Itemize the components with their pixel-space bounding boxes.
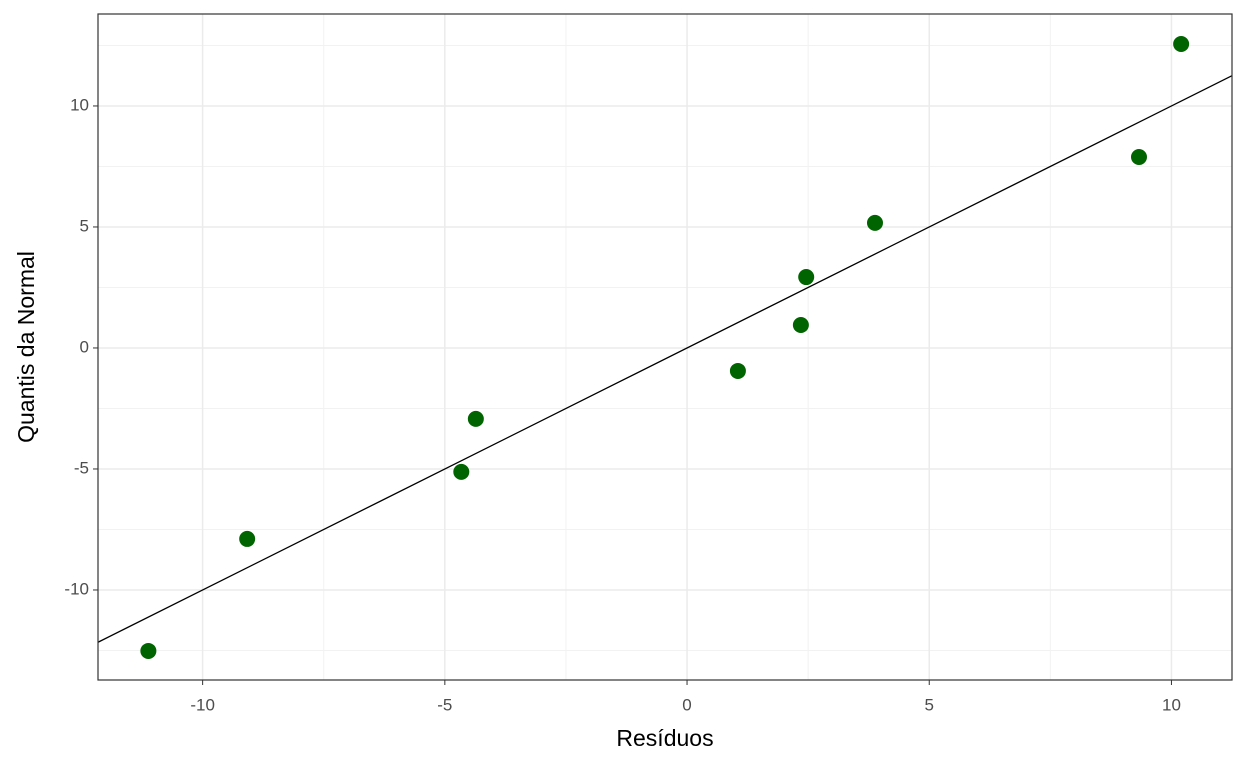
point: [866, 214, 883, 231]
point: [792, 316, 809, 333]
x-tick-label: 0: [682, 695, 691, 714]
reference-line: [97, 75, 1233, 643]
point: [140, 642, 157, 659]
point: [467, 410, 484, 427]
x-tick-label: 5: [925, 695, 934, 714]
y-tick-label: 10: [70, 95, 89, 114]
grid: [98, 14, 1232, 680]
x-tick-label: -5: [437, 695, 452, 714]
point: [1130, 149, 1147, 166]
point: [1173, 36, 1190, 53]
x-tick-label: 10: [1162, 695, 1181, 714]
x-axis-title: Resíduos: [616, 725, 713, 751]
y-tick-label: 0: [80, 337, 89, 356]
y-axis-title: Quantis da Normal: [13, 251, 39, 443]
y-tick-label: -10: [64, 579, 89, 598]
panel-border: [97, 13, 1233, 681]
marks: [97, 36, 1233, 659]
y-tick-label: 5: [80, 216, 89, 235]
point: [453, 463, 470, 480]
point: [798, 269, 815, 286]
x-tick-label: -10: [190, 695, 215, 714]
y-tick-label: -5: [74, 458, 89, 477]
point: [729, 362, 746, 379]
point: [239, 530, 256, 547]
